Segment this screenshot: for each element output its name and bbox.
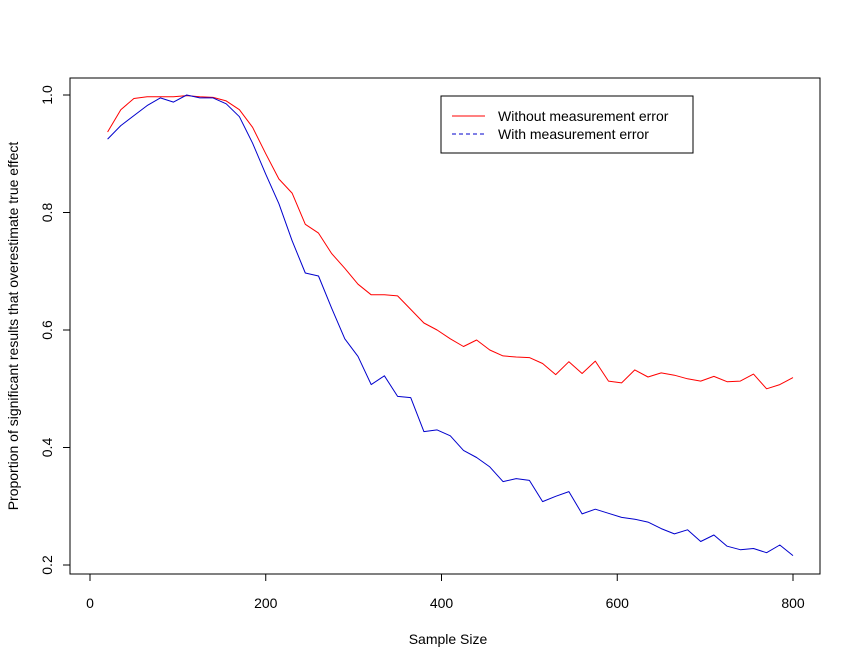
series-line-with-error — [107, 94, 794, 556]
y-tick-label: 0.4 — [39, 438, 55, 458]
y-axis: 0.2 0.4 0.6 0.8 1.0 Proportion of significan… — [5, 85, 71, 575]
plot-lines — [107, 94, 794, 556]
x-tick-label: 200 — [254, 595, 278, 611]
x-tick-label: 800 — [781, 595, 805, 611]
y-tick-label: 0.2 — [39, 555, 55, 575]
x-axis-label: Sample Size — [409, 631, 488, 647]
y-tick-label: 1.0 — [39, 85, 55, 105]
legend-label-with-error: With measurement error — [498, 126, 649, 142]
legend: Without measurement error With measureme… — [440, 95, 694, 154]
y-tick-label: 0.8 — [39, 203, 55, 223]
series-line-without-error — [107, 95, 794, 390]
legend-box — [440, 95, 694, 154]
x-tick-label: 400 — [430, 595, 454, 611]
x-tick-label: 600 — [606, 595, 630, 611]
y-tick-label: 0.6 — [39, 320, 55, 340]
y-axis-label: Proportion of significant results that o… — [5, 142, 21, 511]
x-axis: 0 200 400 600 800 Sample Size — [86, 573, 805, 647]
x-tick-label: 0 — [86, 595, 94, 611]
x-axis-ticks: 0 200 400 600 800 — [86, 574, 805, 611]
legend-label-without-error: Without measurement error — [498, 108, 669, 124]
y-axis-ticks: 0.2 0.4 0.6 0.8 1.0 — [39, 85, 70, 575]
